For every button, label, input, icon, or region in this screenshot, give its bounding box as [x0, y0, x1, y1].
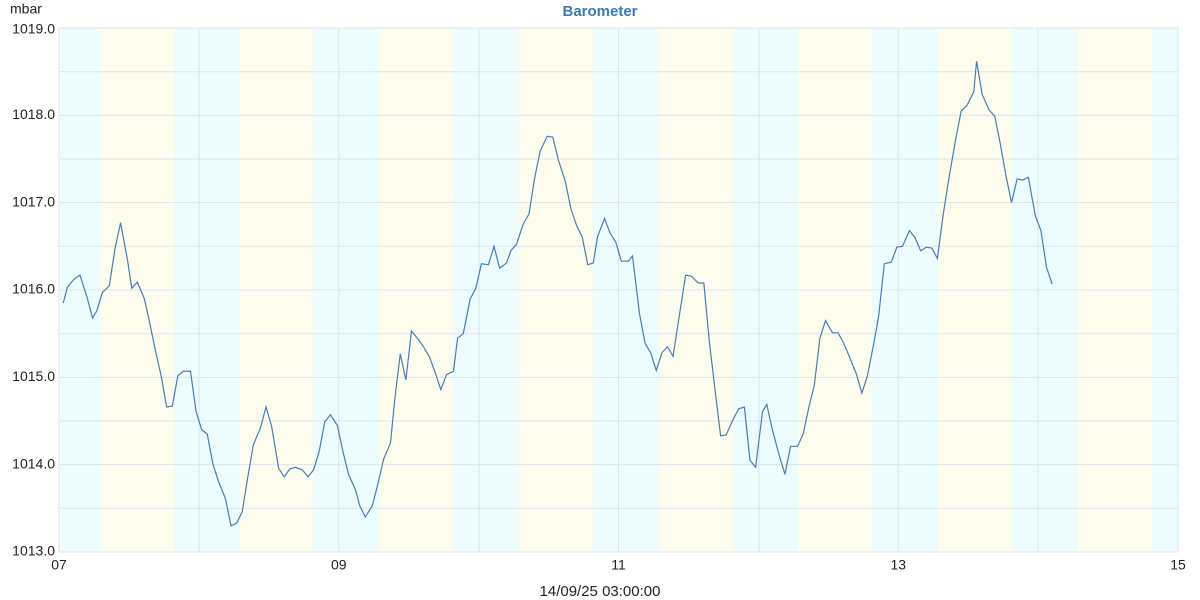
y-axis-label: mbar — [10, 1, 42, 17]
y-tick-label: 1014.0 — [12, 455, 55, 471]
line-series — [62, 61, 1053, 527]
y-tick-label: 1016.0 — [12, 281, 55, 297]
y-tick-label: 1019.0 — [12, 21, 55, 37]
chart-title: Barometer — [562, 3, 637, 20]
x-tick-label: 07 — [51, 557, 67, 573]
x-tick-label: 09 — [331, 557, 347, 573]
x-tick-label: 11 — [611, 557, 626, 573]
x-tick-label: 15 — [1170, 557, 1186, 573]
y-tick-label: 1013.0 — [12, 543, 55, 559]
y-tick-label: 1015.0 — [12, 368, 55, 384]
x-tick-label: 13 — [890, 557, 906, 573]
y-tick-label: 1017.0 — [12, 193, 55, 209]
y-tick-label: 1018.0 — [12, 106, 55, 122]
x-axis-label: 14/09/25 03:00:00 — [540, 583, 661, 600]
